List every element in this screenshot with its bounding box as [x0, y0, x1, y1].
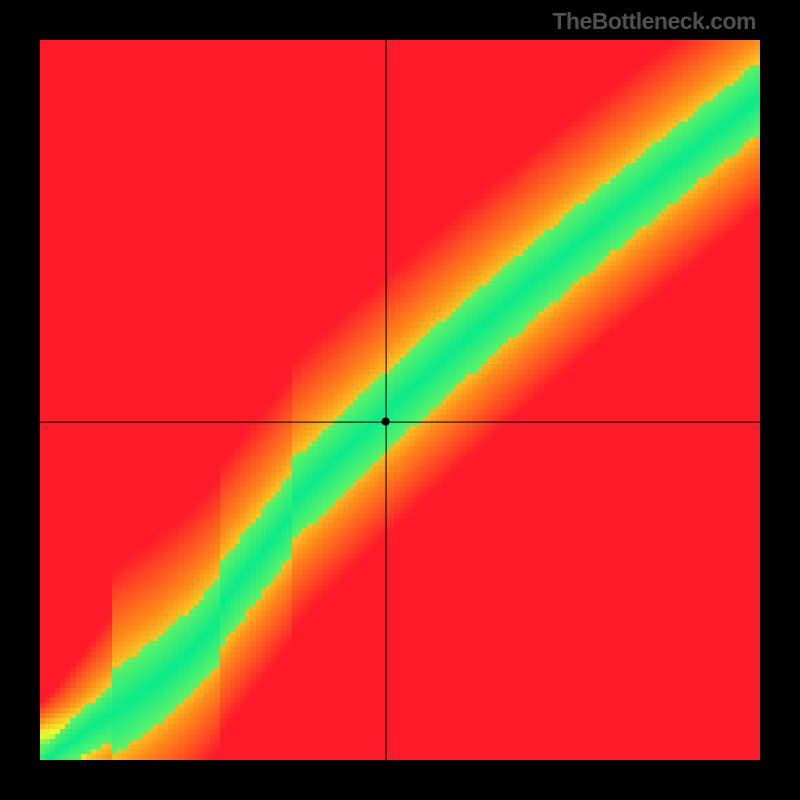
watermark-text: TheBottleneck.com: [552, 8, 756, 35]
chart-container: TheBottleneck.com: [0, 0, 800, 800]
bottleneck-heatmap: [40, 40, 760, 760]
